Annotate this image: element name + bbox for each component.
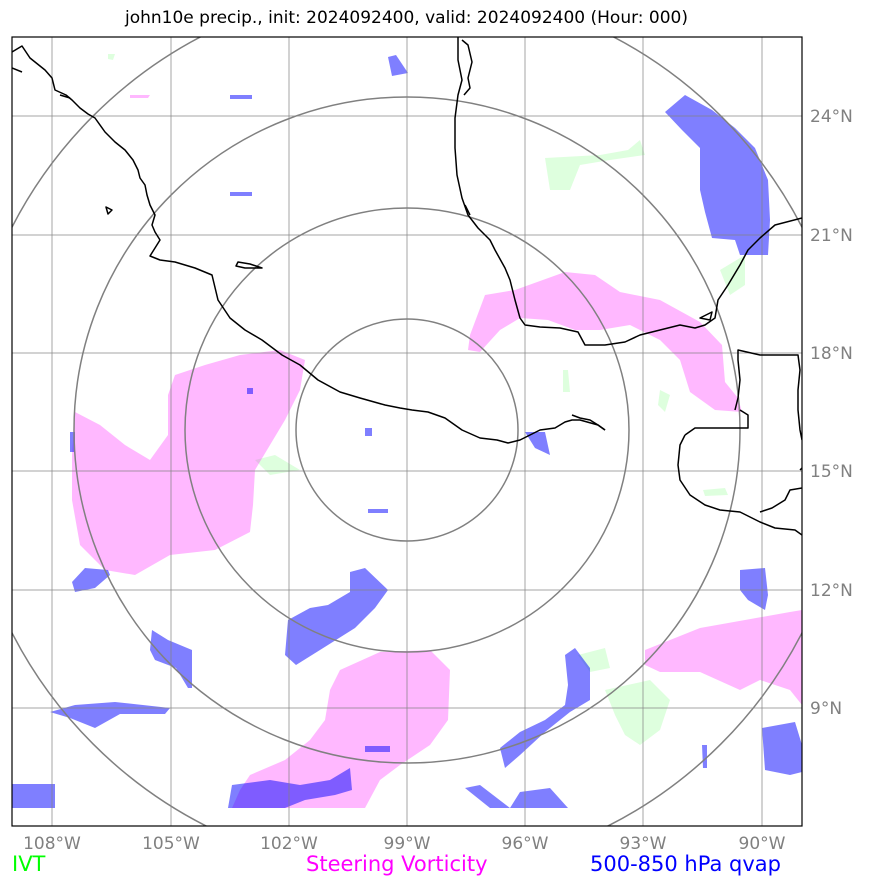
graticule — [12, 37, 802, 826]
qvap-region — [365, 428, 372, 436]
lon-label: 102°W — [260, 834, 318, 854]
lon-label: 96°W — [502, 834, 549, 854]
lat-labels: 24°N 21°N 18°N 15°N 12°N 9°N — [810, 107, 853, 719]
lat-label: 24°N — [810, 107, 853, 127]
map-layers — [12, 37, 802, 826]
ivt-region — [658, 390, 670, 412]
qvap-region — [12, 784, 55, 808]
range-rings — [12, 37, 802, 826]
vorticity-region — [72, 350, 305, 575]
qvap-region — [247, 388, 253, 394]
qvap-region — [465, 785, 510, 808]
qvap-region — [388, 55, 408, 76]
qvap-region — [702, 745, 707, 768]
qvap-region — [762, 722, 802, 775]
qvap-region — [230, 192, 252, 196]
lon-label: 93°W — [620, 834, 667, 854]
lon-label: 105°W — [142, 834, 200, 854]
coastline — [12, 37, 802, 536]
ivt-region — [703, 488, 728, 496]
ivt-layer — [108, 54, 745, 745]
map-title: john10e precip., init: 2024092400, valid… — [125, 8, 688, 28]
qvap-region — [230, 95, 252, 99]
qvap-region — [525, 432, 550, 455]
legend-qvap: 500-850 hPa qvap — [590, 852, 781, 876]
qvap-region — [285, 568, 388, 665]
legend-vorticity: Steering Vorticity — [306, 852, 488, 876]
lon-labels: 108°W 105°W 102°W 99°W 96°W 93°W 90°W — [23, 834, 786, 854]
qvap-region — [665, 95, 770, 255]
legend-ivt: IVT — [12, 852, 46, 876]
vorticity-region — [468, 272, 742, 412]
lat-label: 9°N — [810, 699, 842, 719]
range-ring — [73, 96, 741, 764]
qvap-region — [228, 768, 352, 808]
qvap-region — [368, 509, 388, 513]
qvap-region — [500, 648, 590, 768]
qvap-region — [72, 568, 110, 592]
ivt-region — [563, 370, 570, 392]
lat-label: 12°N — [810, 581, 853, 601]
ivt-region — [720, 255, 745, 295]
lon-label: 99°W — [384, 834, 431, 854]
qvap-region — [740, 568, 768, 610]
ivt-region — [605, 680, 670, 745]
lat-label: 21°N — [810, 226, 853, 246]
lon-label: 108°W — [23, 834, 81, 854]
lon-label: 90°W — [739, 834, 786, 854]
qvap-region — [365, 746, 390, 752]
vorticity-region — [130, 95, 150, 98]
range-ring — [184, 207, 630, 653]
map-frame — [11, 36, 803, 827]
ivt-region — [108, 54, 115, 60]
lat-label: 15°N — [810, 462, 853, 482]
qvap-region — [50, 702, 170, 728]
vorticity-region — [645, 610, 802, 705]
vorticity-region — [232, 650, 450, 808]
vorticity-layer — [72, 95, 802, 808]
lat-label: 18°N — [810, 344, 853, 364]
ivt-region — [545, 140, 645, 190]
qvap-region — [510, 788, 568, 808]
range-ring — [295, 318, 519, 542]
